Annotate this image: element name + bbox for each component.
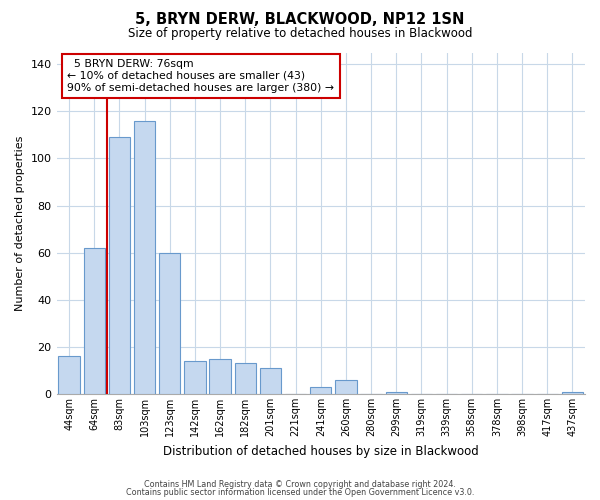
Bar xyxy=(209,358,231,394)
Bar xyxy=(184,361,206,394)
Bar xyxy=(310,387,331,394)
Bar xyxy=(83,248,105,394)
Bar xyxy=(134,121,155,394)
Bar xyxy=(386,392,407,394)
Text: Contains HM Land Registry data © Crown copyright and database right 2024.: Contains HM Land Registry data © Crown c… xyxy=(144,480,456,489)
Text: Contains public sector information licensed under the Open Government Licence v3: Contains public sector information licen… xyxy=(126,488,474,497)
Bar xyxy=(562,392,583,394)
Bar xyxy=(260,368,281,394)
Bar xyxy=(235,364,256,394)
X-axis label: Distribution of detached houses by size in Blackwood: Distribution of detached houses by size … xyxy=(163,444,479,458)
Bar xyxy=(159,252,181,394)
Text: 5, BRYN DERW, BLACKWOOD, NP12 1SN: 5, BRYN DERW, BLACKWOOD, NP12 1SN xyxy=(136,12,464,28)
Bar xyxy=(58,356,80,394)
Bar xyxy=(109,138,130,394)
Y-axis label: Number of detached properties: Number of detached properties xyxy=(15,136,25,311)
Text: Size of property relative to detached houses in Blackwood: Size of property relative to detached ho… xyxy=(128,28,472,40)
Bar xyxy=(335,380,356,394)
Text: 5 BRYN DERW: 76sqm  
← 10% of detached houses are smaller (43)
90% of semi-detac: 5 BRYN DERW: 76sqm ← 10% of detached hou… xyxy=(67,60,334,92)
